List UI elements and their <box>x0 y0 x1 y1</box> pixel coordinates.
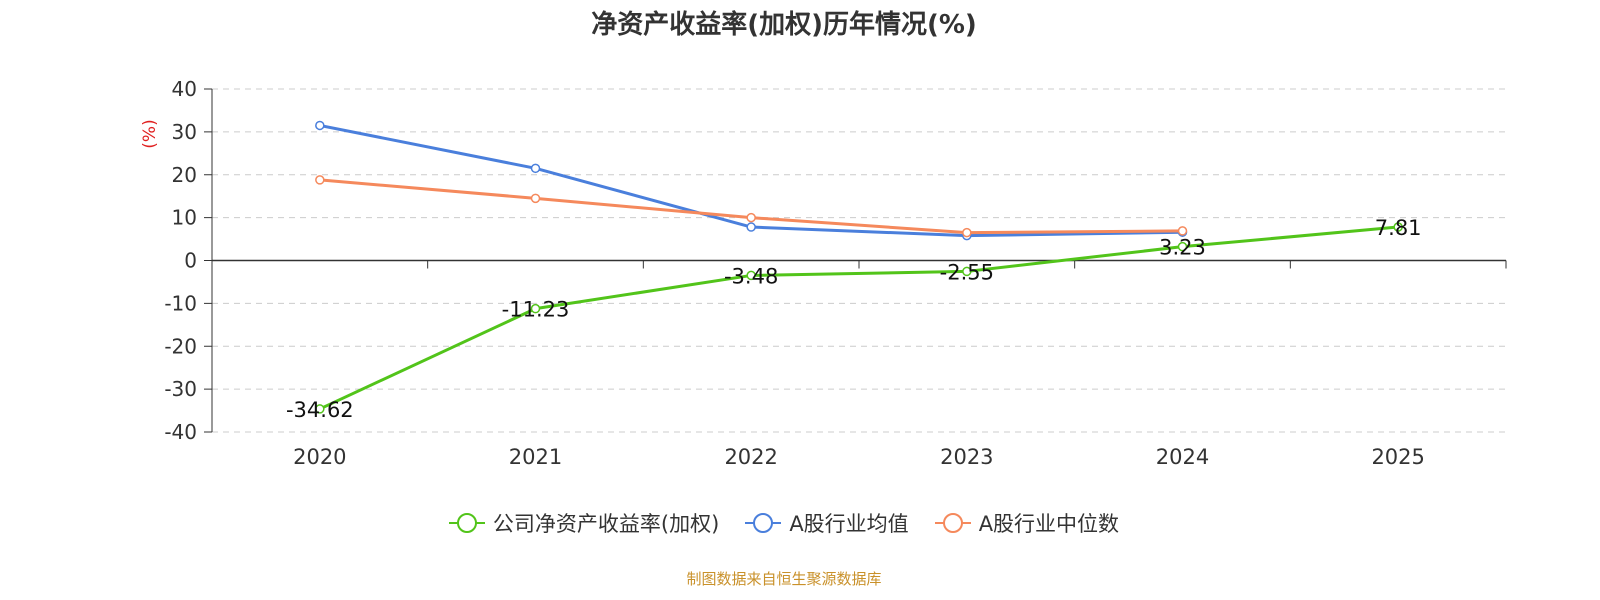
y-tick-label: -20 <box>164 334 197 358</box>
series-layer <box>315 120 1403 414</box>
legend-marker-icon <box>934 513 971 533</box>
y-axis-label: (%) <box>140 119 160 148</box>
data-point <box>1177 226 1188 236</box>
chart-title: 净资产收益率(加权)历年情况(%) <box>591 10 977 40</box>
y-tick-label: -10 <box>164 291 197 315</box>
y-tick-label: 30 <box>172 120 197 144</box>
legend-item: A股行业中位数 <box>934 508 1120 538</box>
data-point <box>746 212 756 223</box>
legend-marker-icon <box>448 513 485 533</box>
grid-layer <box>212 88 1506 433</box>
data-point <box>315 120 325 131</box>
legend-item: 公司净资产收益率(加权) <box>448 508 720 538</box>
data-point <box>746 270 756 281</box>
legend: 公司净资产收益率(加权) A股行业均值 A股行业中位数 <box>0 508 1568 538</box>
x-tick-label: 2025 <box>1371 445 1424 469</box>
y-tick-label: -40 <box>164 420 197 444</box>
y-tick-label: 40 <box>172 77 197 101</box>
data-point <box>530 303 541 314</box>
data-point <box>746 222 756 232</box>
data-point <box>530 163 541 174</box>
source-note: 制图数据来自恒生聚源数据库 <box>686 570 882 588</box>
label-layer: -34.62 -11.23 -3.48 -2.55 3.23 7.81 <box>286 216 1422 422</box>
x-tick-label: 2024 <box>1156 445 1209 469</box>
legend-label: A股行业中位数 <box>978 512 1120 536</box>
data-label: -11.23 <box>502 298 570 322</box>
legend-label: A股行业均值 <box>789 512 909 536</box>
x-tick-label: 2020 <box>293 445 346 469</box>
data-label: 3.23 <box>1159 236 1206 260</box>
y-tick-label: 10 <box>172 206 197 230</box>
x-tick-label: 2023 <box>940 445 993 469</box>
x-tick-label: 2022 <box>724 445 777 469</box>
axis-layer: 40 30 20 10 0 -10 -20 -30 -40 (%) 2020 2021 2022 2023… <box>140 77 1507 469</box>
data-point <box>1393 222 1403 232</box>
legend-item: A股行业均值 <box>745 508 909 538</box>
data-point <box>315 404 325 414</box>
data-label: 7.81 <box>1375 216 1422 240</box>
y-tick-label: 0 <box>184 249 197 273</box>
data-point <box>315 175 325 185</box>
data-point <box>962 227 972 238</box>
series-line <box>319 225 1399 411</box>
data-label: -34.62 <box>286 398 354 422</box>
x-tick-label: 2021 <box>509 445 562 469</box>
data-label: -3.48 <box>724 264 778 288</box>
legend-marker-icon <box>745 513 782 533</box>
data-point <box>962 266 972 277</box>
y-tick-label: -30 <box>164 377 197 401</box>
y-tick-label: 20 <box>172 163 197 187</box>
legend-label: 公司净资产收益率(加权) <box>492 512 720 536</box>
data-point <box>530 193 541 204</box>
data-label: -2.55 <box>940 260 994 284</box>
data-point <box>1177 241 1188 252</box>
